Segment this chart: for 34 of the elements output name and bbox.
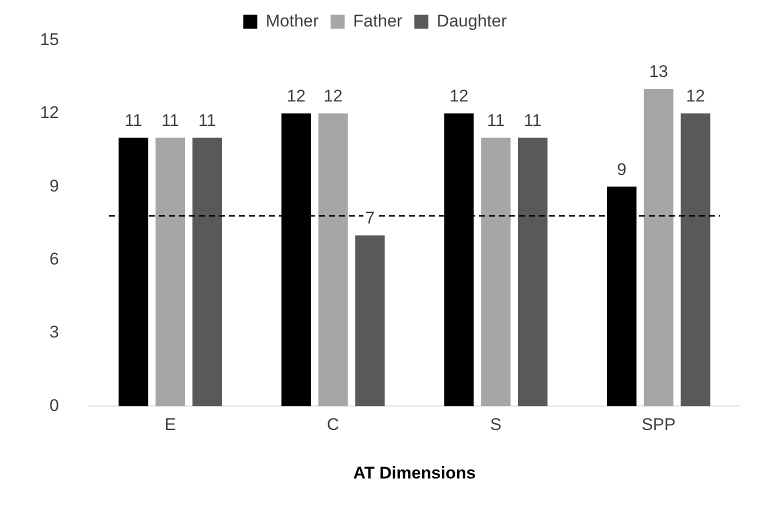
data-label: 12 bbox=[449, 86, 468, 106]
data-label: 12 bbox=[324, 86, 343, 106]
x-axis-title: AT Dimensions bbox=[353, 463, 476, 482]
y-tick-label: 9 bbox=[49, 176, 59, 196]
x-tick-label: S bbox=[490, 415, 502, 434]
bar bbox=[518, 138, 548, 406]
y-tick-label: 0 bbox=[49, 396, 59, 415]
bar bbox=[481, 138, 511, 406]
bar bbox=[644, 89, 674, 406]
y-tick-label: 12 bbox=[40, 103, 59, 122]
bar bbox=[192, 138, 222, 406]
data-label: 11 bbox=[487, 110, 505, 130]
bar bbox=[680, 113, 710, 406]
legend-label: Father bbox=[353, 11, 403, 30]
data-label: 13 bbox=[649, 62, 668, 82]
y-tick-label: 3 bbox=[49, 322, 59, 342]
bar bbox=[355, 235, 385, 406]
data-label: 11 bbox=[124, 110, 142, 130]
y-tick-label: 15 bbox=[40, 30, 59, 49]
data-label: 12 bbox=[686, 86, 705, 106]
data-label: 9 bbox=[616, 160, 626, 179]
bar bbox=[156, 138, 186, 406]
data-label: 11 bbox=[161, 110, 180, 130]
x-tick-label: SPP bbox=[642, 415, 676, 434]
y-tick-label: 6 bbox=[49, 249, 59, 268]
data-label: 11 bbox=[524, 110, 542, 130]
data-label: 7 bbox=[365, 208, 375, 228]
bar bbox=[318, 113, 348, 406]
x-tick-label: C bbox=[326, 415, 340, 434]
x-tick-label: E bbox=[164, 415, 176, 434]
data-label: 11 bbox=[198, 110, 216, 130]
legend-label: Daughter bbox=[436, 11, 508, 30]
legend-label: Mother bbox=[266, 11, 320, 30]
data-label: 12 bbox=[286, 86, 306, 106]
